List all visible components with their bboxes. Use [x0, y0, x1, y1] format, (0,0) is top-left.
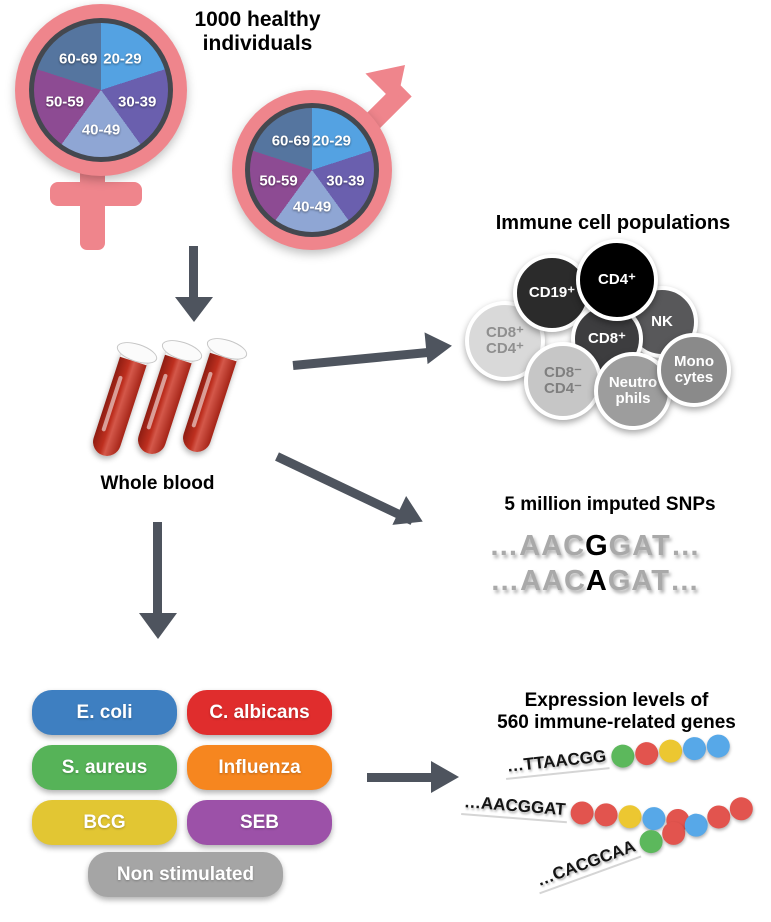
arrow-individuals-to-blood: [189, 246, 198, 299]
snps-title: 5 million imputed SNPs: [504, 494, 716, 515]
pill-label: BCG: [83, 811, 126, 833]
arrow-blood-to-stimuli: [153, 522, 162, 615]
gene-sequence: …TTAACGG: [503, 746, 610, 780]
cell-label: Mono cytes: [674, 353, 714, 386]
cell-circle-cd4pos: CD4⁺: [576, 239, 658, 321]
female-symbol-crossbar: [50, 182, 142, 206]
pill-label: Influenza: [218, 756, 301, 778]
age-label-20-29: 20-29: [103, 50, 142, 68]
whole-blood-label: Whole blood: [100, 473, 215, 494]
blue-expression-dot: [681, 735, 707, 762]
expression-row-1: …TTAACGG: [503, 733, 731, 780]
expression-title-line1: Expression levels of: [524, 690, 709, 711]
age-label-40-49: 40-49: [292, 198, 332, 216]
arrow-blood-to-snps-head: [392, 495, 430, 537]
stimulus-pill-e-coli: E. coli: [32, 690, 177, 735]
yellow-expression-dot: [617, 804, 643, 830]
stimulus-pill-non-stimulated: Non stimulated: [88, 852, 283, 897]
cell-label: CD8⁺ CD4⁺: [486, 324, 524, 357]
age-label-40-49: 40-49: [81, 121, 121, 139]
age-label-30-39: 30-39: [117, 93, 157, 111]
stimulus-pill-seb: SEB: [187, 800, 332, 845]
arrow-blood-to-stimuli-head: [139, 613, 177, 639]
gene-sequence: …AACGGAT: [461, 792, 569, 824]
cell-label: CD19⁺: [528, 284, 576, 302]
sequence-prefix: …AAC: [489, 530, 586, 562]
age-label-60-69: 60-69: [59, 50, 98, 68]
arrow-stimuli-to-expression: [367, 773, 433, 782]
cell-label: CD8⁺: [588, 330, 626, 348]
sequence-suffix: GAT…: [607, 565, 700, 597]
page-title: 1000 healthy individuals: [194, 8, 321, 56]
cell-circle-monocytes: Mono cytes: [657, 333, 731, 407]
stimulus-pill-c-albicans: C. albicans: [187, 690, 332, 735]
yellow-expression-dot: [657, 738, 684, 764]
cell-label: CD8⁻ CD4⁻: [544, 364, 582, 397]
snp-sequence-2: …AACAGAT…: [430, 565, 760, 598]
blue-expression-dot: [705, 733, 731, 759]
pill-label: SEB: [239, 811, 280, 833]
cell-circle-cd8neg-cd4neg: CD8⁻ CD4⁻: [524, 342, 602, 420]
arrow-blood-to-snps: [275, 452, 415, 525]
cell-label: NK: [651, 313, 673, 331]
age-label-50-59: 50-59: [259, 172, 298, 190]
sequence-prefix: …AAC: [490, 565, 586, 597]
female-age-pie-chart: 20-29 30-39 40-49 50-59 60-69: [34, 23, 168, 157]
age-label-30-39: 30-39: [326, 172, 365, 190]
snp-sequence-1: …AACGGAT…: [430, 530, 760, 563]
male-symbol-arrow-head: [365, 49, 421, 105]
red-expression-dot: [593, 802, 619, 828]
cell-label: Neutro phils: [608, 374, 658, 407]
stimulus-pill-bcg: BCG: [32, 800, 177, 845]
arrow-stimuli-to-expression-head: [431, 761, 459, 793]
male-age-pie-chart: 20-29 30-39 40-49 50-59 60-69: [250, 108, 374, 232]
cell-label: CD4⁺: [598, 271, 636, 289]
snp-allele: G: [585, 530, 609, 562]
age-label-50-59: 50-59: [45, 93, 84, 111]
expression-title: Expression levels of 560 immune-related …: [462, 690, 771, 734]
snp-allele: A: [585, 565, 608, 597]
arrow-blood-to-cells: [292, 347, 435, 370]
expression-dots: [609, 733, 731, 769]
pill-label: E. coli: [76, 701, 133, 723]
arrow-blood-to-cells-head: [424, 329, 454, 365]
pill-label: S. aureus: [61, 756, 148, 778]
green-expression-dot: [610, 743, 636, 769]
age-label-20-29: 20-29: [312, 132, 352, 150]
stimulus-pill-influenza: Influenza: [187, 745, 332, 790]
pill-label: Non stimulated: [116, 863, 255, 885]
expression-title-line2: 560 immune-related genes: [497, 711, 736, 733]
sequence-suffix: GAT…: [608, 530, 701, 562]
red-expression-dot: [726, 794, 756, 824]
immune-cells-title: Immune cell populations: [495, 212, 731, 234]
pill-label: C. albicans: [209, 701, 310, 723]
age-label-60-69: 60-69: [271, 132, 311, 150]
red-expression-dot: [569, 800, 595, 826]
arrow-individuals-to-blood-head: [175, 297, 213, 322]
red-expression-dot: [633, 740, 660, 767]
gene-sequence: …CACGCAA: [532, 835, 642, 895]
stimulus-pill-s-aureus: S. aureus: [32, 745, 177, 790]
